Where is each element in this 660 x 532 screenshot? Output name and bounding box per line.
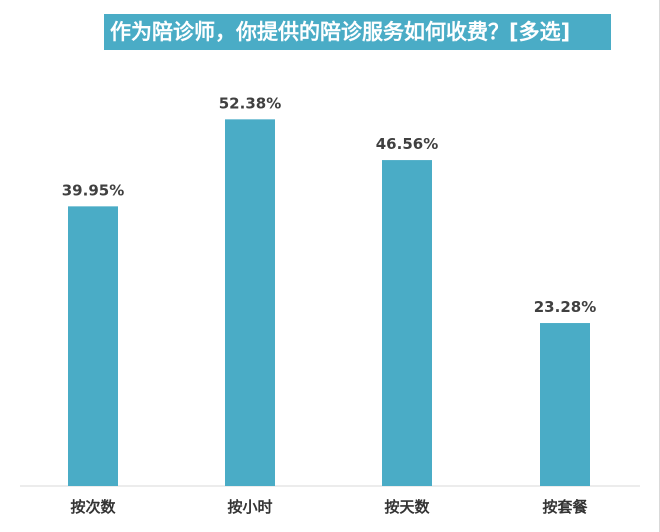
category-label-3: 按天数 <box>384 498 430 516</box>
category-label-1: 按次数 <box>70 498 116 516</box>
value-label-4: 23.28% <box>534 298 596 316</box>
value-label-2: 52.38% <box>219 94 281 112</box>
category-label-2: 按小时 <box>227 498 272 516</box>
bar-2 <box>225 119 275 486</box>
bar-4 <box>540 323 590 486</box>
value-label-3: 46.56% <box>376 135 438 153</box>
value-label-1: 39.95% <box>62 181 124 199</box>
bar-3 <box>382 160 432 486</box>
bar-1 <box>68 206 118 486</box>
category-label-4: 按套餐 <box>542 498 588 516</box>
chart-title: 作为陪诊师，你提供的陪诊服务如何收费？[多选] <box>104 14 611 50</box>
